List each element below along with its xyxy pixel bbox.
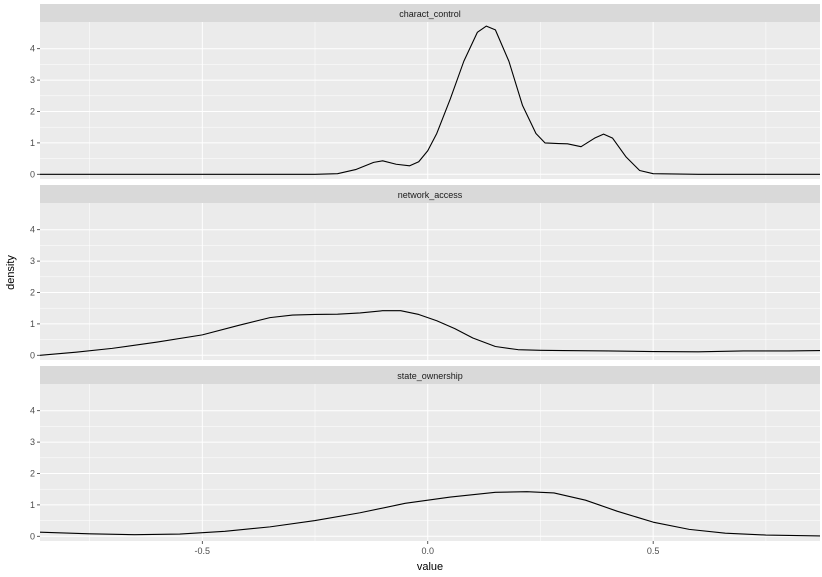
facet-strip-label: charact_control	[399, 9, 461, 19]
panel-background	[40, 22, 820, 179]
facet-strip	[40, 185, 820, 203]
y-tick-label: 1	[30, 138, 35, 148]
y-tick-label: 4	[30, 44, 35, 54]
facet-strip-label: state_ownership	[397, 371, 463, 381]
y-tick-label: 2	[30, 468, 35, 478]
x-tick-label: -0.5	[195, 546, 211, 556]
y-tick-label: 4	[30, 406, 35, 416]
density-line-charact_control	[40, 25, 820, 175]
density-line-network_access	[39, 310, 821, 356]
y-tick-label: 2	[30, 287, 35, 297]
facet-state_ownership: state_ownership 0 1 2 3 4	[30, 366, 821, 541]
y-tick-label: 3	[30, 256, 35, 266]
density-line-state_ownership	[39, 491, 821, 537]
y-tick-label: 4	[30, 225, 35, 235]
facet-network_access: network_access 0 1 2 3 4	[30, 185, 821, 360]
y-tick-label: 0	[30, 531, 35, 541]
x-axis-title: value	[417, 561, 443, 573]
y-tick-label: 1	[30, 319, 35, 329]
facet-panels: charact_control01234network_access01234s…	[30, 4, 821, 556]
y-tick-label: 0	[30, 350, 35, 360]
y-tick-label: 3	[30, 75, 35, 85]
panel-background	[40, 384, 820, 541]
y-tick-label: 0	[30, 169, 35, 179]
facet-strip	[40, 4, 820, 22]
y-tick-label: 1	[30, 500, 35, 510]
x-axis: -0.5 0.0 0.5	[195, 541, 660, 556]
facet-strip-label: network_access	[398, 190, 463, 200]
y-tick-label: 3	[30, 437, 35, 447]
facet-charact_control: charact_control 0 1 2 3 4	[30, 4, 820, 179]
panel-background	[40, 203, 820, 360]
facet-strip	[40, 366, 820, 384]
x-tick-label: 0.5	[647, 546, 660, 556]
y-tick-label: 2	[30, 106, 35, 116]
x-tick-label: 0.0	[421, 546, 434, 556]
y-axis-title: density	[5, 255, 17, 290]
